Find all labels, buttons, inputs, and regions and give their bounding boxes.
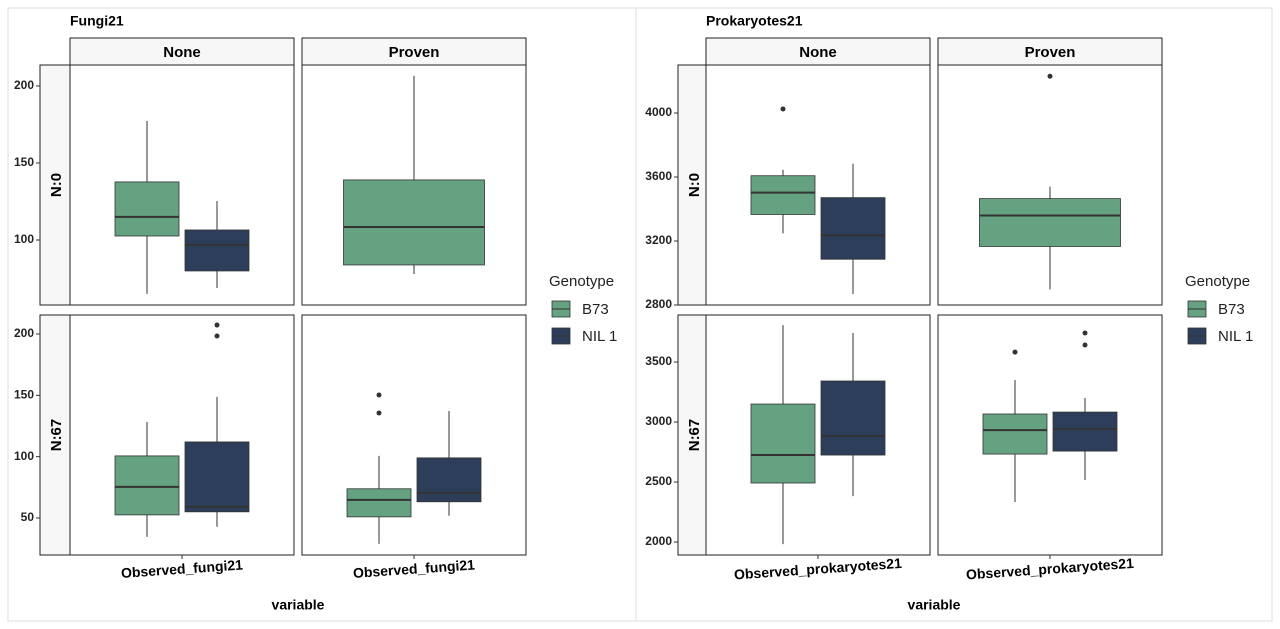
row-strip-label: N:0 bbox=[48, 173, 65, 197]
strip bbox=[39, 314, 71, 556]
strip bbox=[937, 37, 1163, 66]
box bbox=[114, 455, 180, 516]
box bbox=[1052, 411, 1118, 452]
outlier bbox=[1082, 342, 1088, 348]
row-strip-label: N:0 bbox=[686, 173, 703, 197]
box bbox=[184, 229, 250, 272]
y-tick-label: 150 bbox=[14, 387, 34, 401]
box bbox=[114, 181, 180, 237]
y-tick-label: 150 bbox=[14, 155, 34, 169]
legend-label: B73 bbox=[1218, 301, 1245, 318]
strip bbox=[677, 314, 709, 556]
y-tick-label: 50 bbox=[21, 510, 35, 524]
panel bbox=[705, 314, 931, 556]
box bbox=[982, 413, 1048, 455]
y-tick-label: 200 bbox=[14, 78, 34, 92]
outlier bbox=[214, 333, 220, 339]
panel bbox=[937, 314, 1163, 556]
strip bbox=[69, 37, 295, 66]
y-tick-label: 100 bbox=[14, 232, 34, 246]
y-tick-label: 200 bbox=[14, 326, 34, 340]
outlier bbox=[1082, 330, 1088, 336]
x-axis-label: variable bbox=[908, 597, 961, 613]
chart-title: Prokaryotes21 bbox=[706, 13, 803, 29]
box bbox=[820, 380, 886, 456]
box bbox=[979, 198, 1121, 247]
row-strip-label: N:67 bbox=[48, 419, 65, 452]
legend-label: NIL 1 bbox=[582, 328, 617, 345]
y-tick-label: 3600 bbox=[645, 169, 672, 183]
panel bbox=[705, 64, 931, 306]
box bbox=[750, 175, 816, 215]
y-tick-label: 4000 bbox=[645, 105, 672, 119]
chart-title: Fungi21 bbox=[70, 13, 124, 29]
column-strip-label: Proven bbox=[389, 44, 440, 61]
outlier bbox=[376, 392, 382, 398]
y-tick-label: 3000 bbox=[645, 414, 672, 428]
legend-title: Genotype bbox=[549, 273, 614, 290]
panel bbox=[69, 64, 295, 306]
box bbox=[820, 197, 886, 260]
x-axis-label: variable bbox=[272, 597, 325, 613]
outlier bbox=[1012, 349, 1018, 355]
box bbox=[184, 441, 250, 513]
outlier bbox=[214, 322, 220, 328]
column-strip-label: None bbox=[163, 44, 201, 61]
outlier bbox=[1047, 73, 1053, 79]
legend-title: Genotype bbox=[1185, 273, 1250, 290]
column-strip-label: None bbox=[799, 44, 837, 61]
legend-label: B73 bbox=[582, 301, 609, 318]
panel bbox=[69, 314, 295, 556]
box bbox=[343, 179, 485, 266]
box bbox=[750, 403, 816, 484]
strip bbox=[301, 37, 527, 66]
legend-label: NIL 1 bbox=[1218, 328, 1253, 345]
y-tick-label: 2500 bbox=[645, 474, 672, 488]
outlier bbox=[376, 410, 382, 416]
y-tick-label: 100 bbox=[14, 449, 34, 463]
y-tick-label: 2800 bbox=[645, 297, 672, 311]
y-tick-label: 2000 bbox=[645, 534, 672, 548]
box bbox=[346, 488, 412, 518]
strip bbox=[705, 37, 931, 66]
y-tick-label: 3500 bbox=[645, 354, 672, 368]
row-strip-label: N:67 bbox=[686, 419, 703, 452]
column-strip-label: Proven bbox=[1025, 44, 1076, 61]
box bbox=[416, 457, 482, 503]
y-tick-label: 3200 bbox=[645, 233, 672, 247]
panel bbox=[301, 314, 527, 556]
outlier bbox=[780, 106, 786, 112]
